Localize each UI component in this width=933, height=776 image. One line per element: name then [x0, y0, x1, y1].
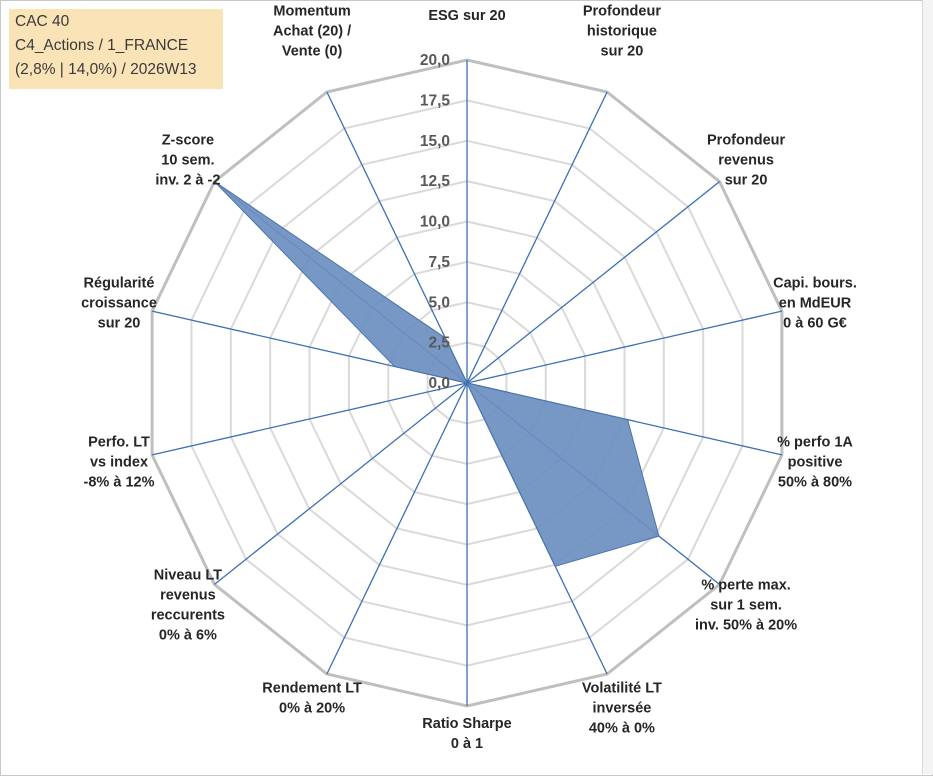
- axis-category-label: % perte max. sur 1 sem. inv. 50% à 20%: [695, 578, 797, 634]
- axis-category-label: Perfo. LT vs index -8% à 12%: [84, 434, 155, 490]
- axis-category-label-line: sur 20: [601, 43, 644, 59]
- axis-category-label-line: Note: [451, 0, 483, 4]
- axis-category-label-line: % perte max.: [701, 578, 790, 594]
- axis-category-label-line: inversée: [592, 701, 651, 717]
- scrollbar-strip: [922, 0, 933, 774]
- axis-category-label-line: revenus: [718, 152, 774, 168]
- axis-category-label-line: Vente (0): [282, 43, 343, 59]
- axis-category-label: Z-score 10 sem. inv. 2 à -2: [155, 132, 220, 188]
- axis-category-label-line: Rendement LT: [262, 681, 362, 697]
- axis-category-label: Rendement LT 0% à 20%: [262, 681, 362, 717]
- axis-category-label-line: revenus: [160, 588, 216, 604]
- axis-category-label-line: inv. 2 à -2: [155, 172, 220, 188]
- axis-category-label-line: Achat (20) /: [273, 23, 351, 39]
- axis-category-label-line: Capi. bours.: [773, 276, 857, 292]
- axis-category-label-line: 0 à 60 G€: [783, 316, 847, 332]
- radial-tick-label: 20,0: [420, 52, 450, 69]
- radial-tick-label: 2,5: [428, 335, 450, 352]
- radar-series-area: [214, 181, 660, 567]
- axis-category-label-line: reccurents: [151, 608, 225, 624]
- info-box: CAC 40 C4_Actions / 1_FRANCE (2,8% | 14,…: [9, 9, 223, 89]
- info-category: C4_Actions / 1_FRANCE: [15, 37, 189, 54]
- radial-tick-label: 5,0: [428, 294, 450, 311]
- axis-category-label-line: 50% à 80%: [778, 474, 852, 490]
- axis-category-label-line: 10 sem.: [161, 152, 214, 168]
- radial-tick-label: 15,0: [420, 133, 450, 150]
- axis-category-label-line: Volatilité LT: [582, 681, 662, 697]
- axis-category-label-line: inv. 50% à 20%: [695, 618, 797, 634]
- axis-category-label-line: 0% à 20%: [279, 701, 345, 717]
- axis-category-label: % perfo 1A positive 50% à 80%: [777, 434, 853, 490]
- axis-category-label-line: 40% à 0%: [589, 721, 655, 737]
- axis-category-label: Profondeur historique sur 20: [583, 3, 661, 59]
- axis-category-label-line: vs index: [90, 454, 148, 470]
- axis-category-label-line: 0% à 6%: [159, 628, 217, 644]
- radar-axis-spoke: [326, 91, 468, 384]
- radar-axis-spoke: [466, 181, 720, 384]
- axis-category-label-line: croissance: [81, 296, 157, 312]
- axis-category-label: Momentum Achat (20) / Vente (0): [273, 3, 351, 59]
- axis-category-label-line: sur 20: [98, 316, 141, 332]
- radar-axis-spoke: [214, 382, 468, 585]
- axis-category-label-line: Régularité: [84, 276, 155, 292]
- axis-category-label-line: Perfo. LT: [88, 434, 150, 450]
- radial-tick-label: 0,0: [428, 375, 450, 392]
- radial-tick-label: 12,5: [420, 173, 451, 190]
- axis-category-label-line: Niveau LT: [154, 568, 222, 584]
- info-index: CAC 40: [15, 13, 70, 30]
- axis-category-label-line: -8% à 12%: [84, 474, 155, 490]
- radial-tick-label: 7,5: [428, 254, 450, 271]
- axis-category-label: Capi. bours. en MdEUR 0 à 60 G€: [773, 276, 857, 332]
- axis-category-label-line: sur 20: [725, 172, 768, 188]
- axis-category-label-line: % perfo 1A: [777, 434, 853, 450]
- axis-category-label: Ratio Sharpe 0 à 1: [422, 716, 511, 752]
- axis-category-label-line: sur 1 sem.: [710, 598, 782, 614]
- axis-category-label-line: 0 à 1: [451, 736, 483, 752]
- axis-category-label-line: Z-score: [162, 132, 214, 148]
- axis-category-label-line: Ratio Sharpe: [422, 716, 511, 732]
- radar-axis-spoke: [326, 382, 468, 675]
- radar-axis-spoke: [466, 91, 608, 384]
- axis-category-label: Volatilité LT inversée 40% à 0%: [582, 681, 662, 737]
- axis-category-label: Niveau LT revenus reccurents 0% à 6%: [151, 568, 225, 644]
- axis-category-label-line: historique: [587, 23, 657, 39]
- axis-category-label: Profondeur revenus sur 20: [707, 132, 785, 188]
- axis-category-label-line: Momentum: [273, 3, 350, 19]
- axis-category-label-line: Profondeur: [707, 132, 785, 148]
- axis-category-label-line: positive: [788, 454, 843, 470]
- radial-tick-label: 17,5: [420, 92, 451, 109]
- axis-category-label-line: Profondeur: [583, 3, 661, 19]
- radar-axis-spoke: [151, 382, 468, 456]
- axis-category-label-line: ESG sur 20: [428, 8, 505, 24]
- radar-axis-spoke: [466, 310, 783, 384]
- axis-category-label: Note ESG sur 20: [428, 0, 505, 24]
- info-period: (2,8% | 14,0%) / 2026W13: [15, 61, 197, 78]
- axis-category-label-line: en MdEUR: [779, 296, 852, 312]
- radial-tick-label: 10,0: [420, 214, 450, 231]
- axis-category-label: Régularité croissance sur 20: [81, 276, 157, 332]
